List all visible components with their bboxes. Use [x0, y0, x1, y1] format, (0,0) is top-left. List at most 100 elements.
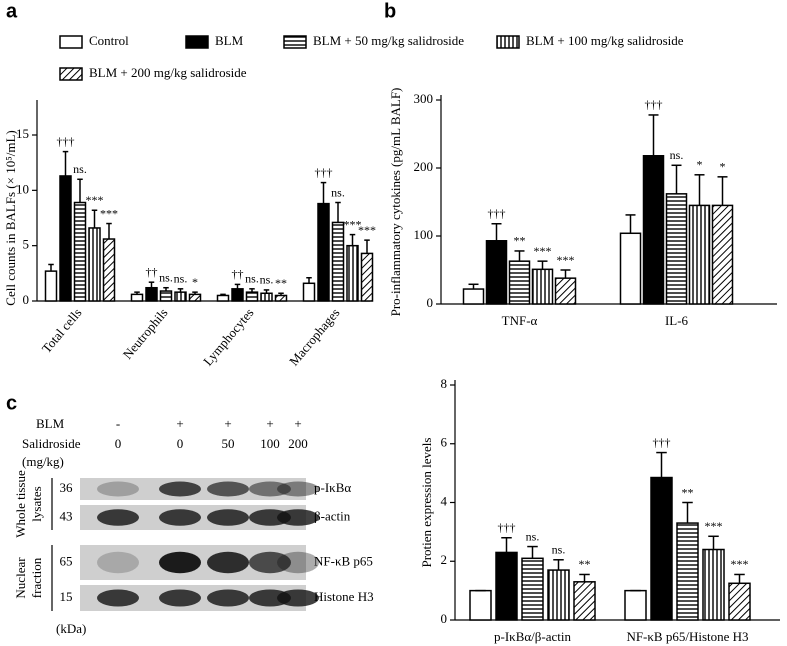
- x-tick-label: Lymphocytes: [200, 305, 257, 368]
- significance-label: †††: [57, 134, 75, 148]
- error-bar: [349, 233, 356, 246]
- legend-label: Control: [89, 33, 129, 48]
- bar: [469, 589, 492, 621]
- bar: [642, 155, 665, 305]
- band-label: β-actin: [314, 508, 351, 523]
- error-bar: [514, 250, 525, 262]
- significance-label: ns.: [174, 272, 188, 286]
- y-tick-label: 8: [441, 376, 448, 391]
- kda-label: 65: [60, 553, 73, 568]
- error-bar: [220, 293, 226, 296]
- significance-label: ns.: [552, 543, 566, 557]
- bar: [159, 290, 173, 302]
- legend-label: BLM + 200 mg/kg salidroside: [89, 65, 247, 80]
- significance-label: *: [720, 160, 726, 174]
- error-bar: [537, 260, 548, 270]
- significance-label: ns.: [245, 272, 259, 286]
- blot-band: [277, 509, 319, 526]
- kda-label: 43: [60, 508, 73, 523]
- significance-label: ††: [232, 267, 244, 281]
- significance-label: ***: [705, 519, 723, 533]
- error-bar: [177, 288, 184, 293]
- dose-label: 200: [288, 436, 308, 451]
- bar: [531, 268, 554, 305]
- blot-band: [277, 589, 319, 607]
- significance-label: ***: [86, 193, 104, 207]
- row-label: Salidroside: [22, 436, 81, 451]
- error-bar: [106, 222, 112, 240]
- bar: [650, 476, 673, 621]
- bar: [260, 292, 273, 302]
- bar: [174, 291, 187, 302]
- significance-label: ***: [100, 206, 118, 220]
- significance-label: †††: [315, 165, 333, 179]
- y-tick-label: 0: [23, 292, 30, 307]
- blm-sign: -: [116, 416, 120, 431]
- panel-label: a: [6, 0, 18, 22]
- bar: [360, 252, 374, 302]
- kda-unit: (kDa): [56, 621, 86, 636]
- significance-label: *: [192, 275, 198, 289]
- error-bar: [527, 545, 538, 559]
- bar: [688, 204, 711, 305]
- blot-band: [159, 509, 201, 526]
- group-label: Nuclear: [13, 557, 28, 599]
- blot-band: [97, 481, 139, 497]
- error-bar: [249, 288, 255, 293]
- significance-label: †††: [653, 435, 671, 449]
- error-bar: [648, 114, 659, 156]
- x-tick-label: Macrophages: [286, 305, 343, 368]
- kda-label: 15: [60, 589, 73, 604]
- significance-label: †††: [488, 207, 506, 221]
- legend-label: BLM + 100 mg/kg salidroside: [526, 33, 684, 48]
- significance-label: ns.: [73, 162, 87, 176]
- significance-label: **: [682, 485, 694, 499]
- blot-band: [277, 551, 319, 574]
- error-bar: [468, 283, 479, 290]
- bar: [317, 202, 330, 302]
- y-tick-label: 5: [23, 237, 30, 252]
- error-bar: [560, 269, 571, 279]
- bar: [554, 277, 577, 305]
- band-label: p-IκBα: [314, 480, 351, 495]
- error-bar: [682, 501, 693, 524]
- bar: [495, 551, 518, 621]
- x-tick-label: Total cells: [39, 305, 85, 356]
- significance-label: **: [514, 234, 526, 248]
- significance-label: ns.: [526, 529, 540, 543]
- dose-label: 50: [222, 436, 235, 451]
- error-bar: [579, 573, 590, 582]
- x-tick-label: TNF-α: [502, 313, 538, 328]
- significance-label: ††: [146, 265, 158, 279]
- significance-label: ***: [358, 223, 376, 237]
- bar: [231, 288, 244, 302]
- error-bar: [694, 174, 705, 206]
- error-bar: [625, 214, 636, 234]
- y-axis-label: Cell counts in BALFs (× 10⁵/mL): [3, 130, 18, 305]
- panel-label: c: [6, 392, 17, 414]
- y-axis-label: Pro-inflammatory cytokines (pg/mL BALF): [388, 88, 403, 317]
- x-tick-label: p-IκBα/β-actin: [494, 629, 572, 644]
- error-bar: [192, 291, 198, 295]
- band-label: Histone H3: [314, 589, 374, 604]
- error-bar: [62, 150, 69, 176]
- error-bar: [134, 291, 140, 295]
- bar: [573, 581, 596, 621]
- bar: [274, 294, 288, 302]
- error-bar: [320, 181, 327, 204]
- panel-label: b: [384, 0, 396, 22]
- bar: [547, 569, 570, 621]
- error-bar: [708, 535, 719, 550]
- dose-label: 0: [115, 436, 122, 451]
- error-bar: [278, 292, 284, 296]
- error-bar: [656, 451, 667, 478]
- y-tick-label: 6: [441, 435, 448, 450]
- y-tick-label: 100: [414, 227, 434, 242]
- bar: [485, 240, 508, 305]
- error-bar: [553, 559, 564, 571]
- blot-band: [159, 481, 201, 497]
- dose-label: 0: [177, 436, 184, 451]
- blot-band: [277, 481, 319, 497]
- bar: [102, 238, 116, 302]
